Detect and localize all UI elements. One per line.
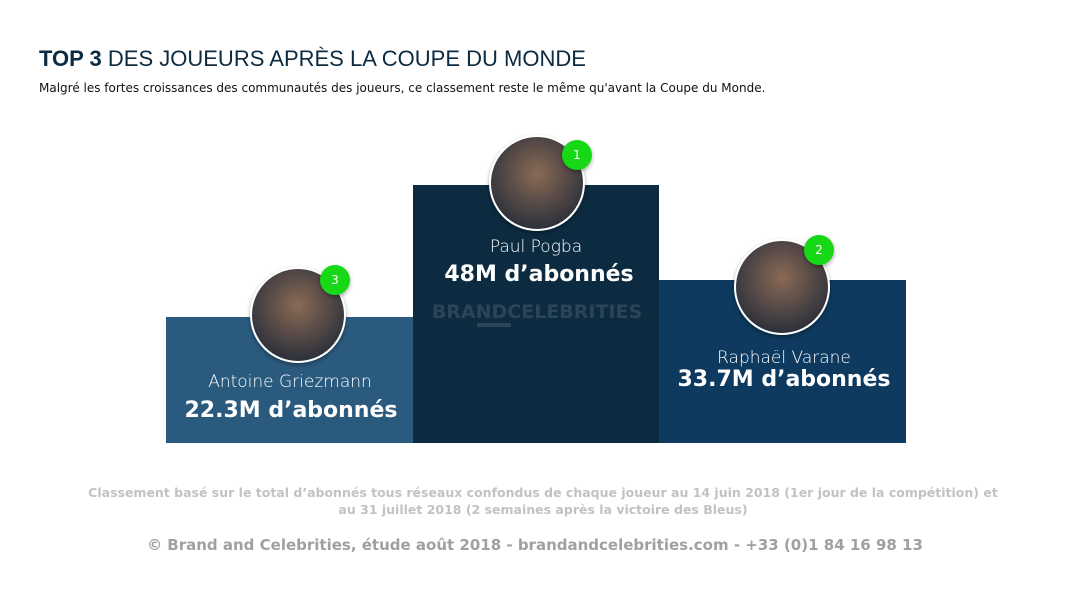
title-strong: TOP 3 bbox=[39, 46, 102, 71]
followers: 48M d’abonnés bbox=[444, 262, 633, 287]
rank: 2 bbox=[815, 243, 823, 257]
avatar bbox=[250, 267, 346, 363]
player-name: Raphaël Varane bbox=[717, 348, 851, 368]
watermark-bar bbox=[477, 323, 511, 327]
followers: 33.7M d’abonnés bbox=[678, 367, 891, 392]
followers: 22.3M d’abonnés bbox=[185, 398, 398, 423]
subtitle: Malgré les fortes croissances des commun… bbox=[39, 81, 765, 95]
rank: 3 bbox=[331, 273, 339, 287]
watermark: BRANDCELEBRITIES bbox=[432, 301, 642, 323]
footer: © Brand and Celebrities, étude août 2018… bbox=[147, 536, 923, 554]
title-rest: DES JOUEURS APRÈS LA COUPE DU MONDE bbox=[108, 46, 586, 71]
player-name: Antoine Griezmann bbox=[208, 372, 372, 392]
avatar bbox=[489, 135, 585, 231]
rank: 1 bbox=[573, 148, 581, 162]
avatar bbox=[734, 239, 830, 335]
title: TOP 3 DES JOUEURS APRÈS LA COUPE DU MOND… bbox=[39, 46, 586, 71]
rank-badge bbox=[562, 140, 592, 170]
rank-badge bbox=[804, 235, 834, 265]
rank-badge bbox=[320, 265, 350, 295]
player-name: Paul Pogba bbox=[490, 237, 582, 257]
footnote: Classement basé sur le total d’abonnés t… bbox=[88, 485, 998, 500]
footnote: au 31 juillet 2018 (2 semaines après la … bbox=[338, 502, 747, 517]
